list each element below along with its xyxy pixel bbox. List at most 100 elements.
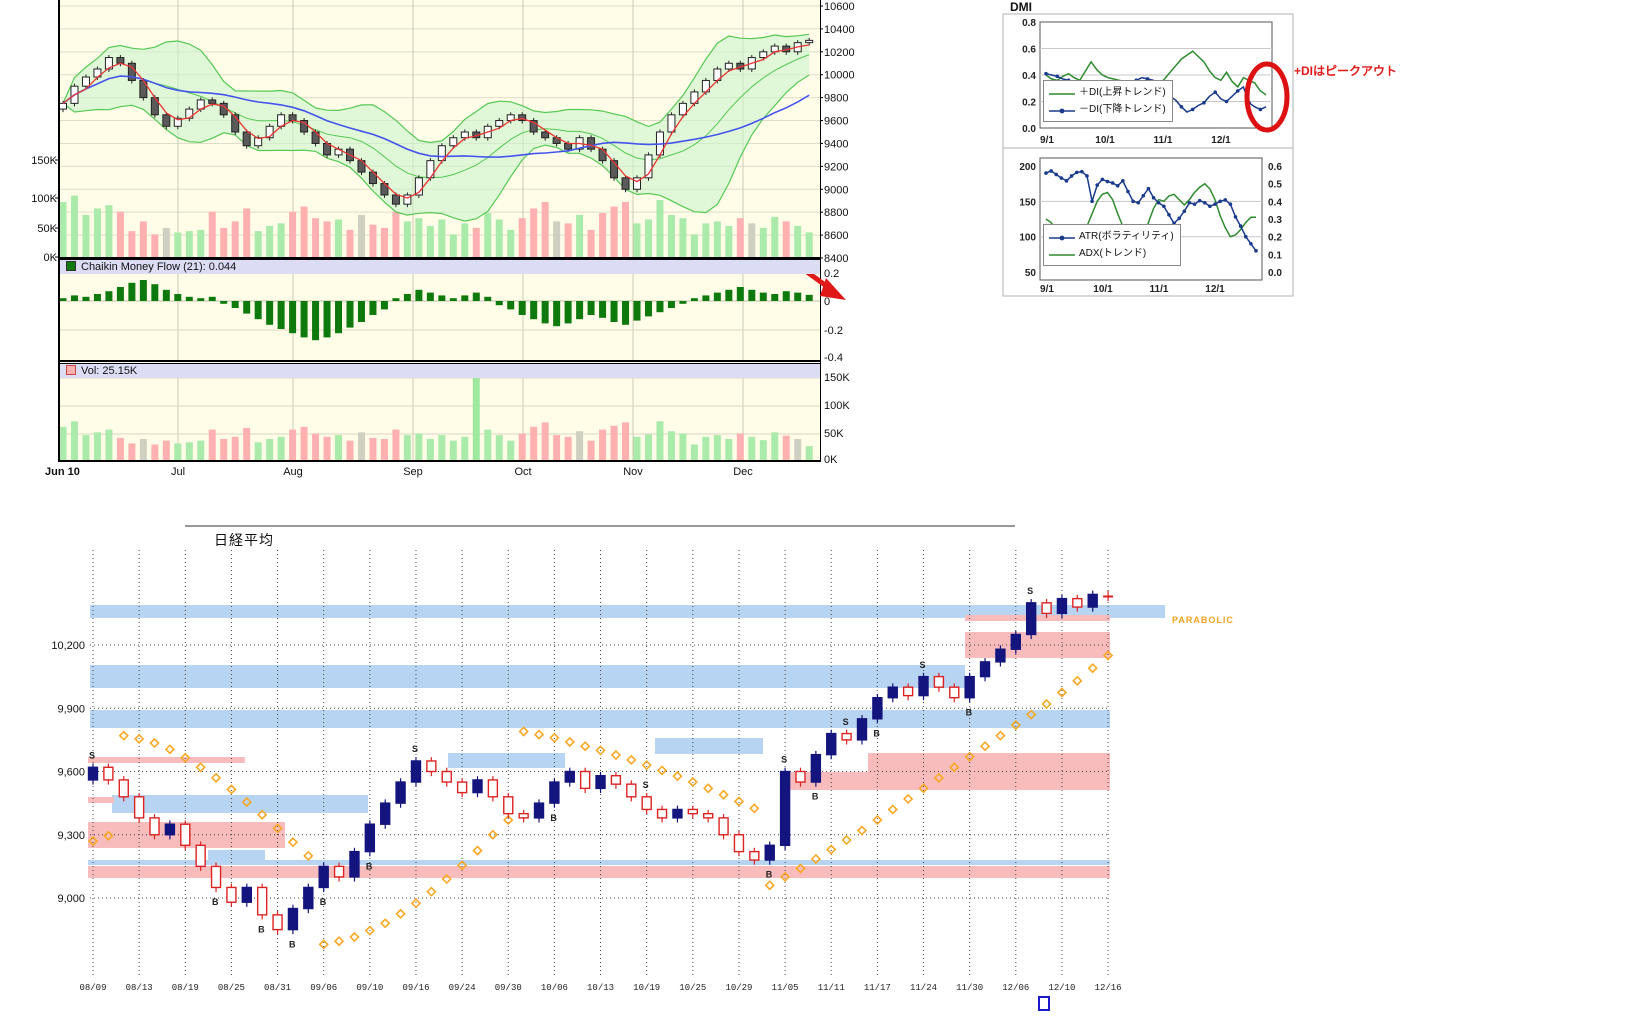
adx-legend-label: ADX(トレンド) [1079,248,1147,259]
svg-text:12/1: 12/1 [1211,135,1231,146]
dmi-legend: ＋DI(上昇トレンド) －DI(下降トレンド) [1043,80,1173,122]
svg-text:B: B [366,861,373,871]
svg-text:11/1: 11/1 [1154,135,1173,146]
svg-text:0.8: 0.8 [1022,18,1036,29]
svg-text:0.6: 0.6 [1268,162,1282,173]
svg-text:12/10: 12/10 [1048,983,1075,993]
svg-text:12/16: 12/16 [1095,983,1122,993]
dmi-title: DMI [1010,0,1032,14]
svg-text:Dec: Dec [733,466,753,478]
svg-text:08/13: 08/13 [126,983,153,993]
minus-di-line-icon [1049,108,1075,114]
svg-text:10/1: 10/1 [1093,284,1113,295]
moving-averages [62,44,810,199]
dmi-chart-svg: 0.8 0.6 0.4 0.2 0.0 9/1 10/1 11/1 12/1 200 150 100 5… [1002,13,1294,297]
svg-text:B: B [873,728,880,738]
svg-text:09/24: 09/24 [449,983,476,993]
svg-text:50K: 50K [37,223,57,235]
svg-text:B: B [766,870,773,880]
svg-text:0.2: 0.2 [824,268,839,280]
svg-text:10/19: 10/19 [633,983,660,993]
support-resistance-bands [88,605,1165,878]
svg-text:50: 50 [1025,268,1037,279]
svg-text:150: 150 [1019,197,1036,208]
svg-text:-0.2: -0.2 [824,325,843,337]
cmf-legend-swatch-icon [66,261,76,271]
svg-text:11/17: 11/17 [864,983,891,993]
peakout-annotation: +DIはピークアウト [1294,64,1398,78]
svg-text:B: B [966,707,973,717]
svg-text:0.5: 0.5 [1268,180,1282,191]
plus-di-line-icon [1049,93,1075,95]
svg-text:0.6: 0.6 [1022,45,1036,56]
svg-text:150K: 150K [824,372,850,384]
minus-di-legend-label: －DI(下降トレンド) [1079,104,1166,115]
parabolic-sar-dots [87,650,1114,950]
adx-legend-item: ADX(トレンド) [1049,245,1174,262]
plus-di-legend-item: ＋DI(上昇トレンド) [1049,84,1166,101]
svg-text:Nov: Nov [623,466,643,478]
svg-text:09/30: 09/30 [495,983,522,993]
svg-text:Jun 10: Jun 10 [45,466,80,478]
svg-text:10/1: 10/1 [1095,135,1115,146]
svg-text:9/1: 9/1 [1040,284,1054,295]
svg-text:S: S [643,780,649,790]
svg-text:10/13: 10/13 [587,983,614,993]
svg-text:9,600: 9,600 [57,767,85,779]
svg-text:0.0: 0.0 [1268,268,1282,279]
vol-header-label: Vol: 25.15K [81,365,138,377]
svg-text:S: S [781,755,787,765]
svg-text:200: 200 [1019,162,1036,173]
atr-legend-item: ATR(ボラティリティ) [1049,228,1174,245]
svg-text:150K: 150K [31,155,57,167]
svg-text:0: 0 [824,296,830,308]
svg-text:B: B [320,897,327,907]
svg-text:Aug: Aug [283,466,303,478]
svg-text:B: B [212,897,219,907]
svg-text:Oct: Oct [514,466,531,478]
divider-line [185,525,1015,527]
svg-text:Sep: Sep [403,466,423,478]
nikkei-chart-svg: 10,200 9,900 9,600 9,300 9,000 08/09 08/13 08/1… [51,550,1165,993]
svg-text:0.0: 0.0 [1022,124,1036,135]
svg-text:10400: 10400 [824,24,855,36]
svg-text:09/10: 09/10 [356,983,383,993]
atr-legend-label: ATR(ボラティリティ) [1079,231,1174,242]
buy-sell-markers: S B B B B B S B S B S B S B S B S [89,586,1033,949]
axis-labels: 10600 10400 10200 10000 9800 9600 9400 9200 9000… [31,1,854,478]
vol-legend-swatch-icon [66,365,76,375]
vol-pane-bars [59,377,813,460]
svg-text:08/09: 08/09 [79,983,106,993]
cmf-bars [59,280,813,341]
adx-line-icon [1049,254,1075,256]
svg-text:0.4: 0.4 [1268,197,1282,208]
atr-legend: ATR(ボラティリティ) ADX(トレンド) [1043,224,1181,266]
svg-text:9,000: 9,000 [57,893,85,905]
svg-text:12/1: 12/1 [1205,284,1225,295]
svg-text:0K: 0K [44,252,58,264]
svg-text:B: B [812,792,819,802]
svg-text:10/25: 10/25 [679,983,706,993]
plus-di-legend-label: ＋DI(上昇トレンド) [1079,87,1166,98]
nikkei-title: 日経平均 [214,532,274,548]
minus-di-legend-item: －DI(下降トレンド) [1049,101,1166,118]
svg-text:08/31: 08/31 [264,983,291,993]
svg-text:08/19: 08/19 [172,983,199,993]
svg-text:9/1: 9/1 [1040,135,1054,146]
parabolic-label: PARABOLIC [1172,615,1234,625]
price-pane-volume-bars [59,195,813,257]
pane-borders [58,0,821,462]
svg-text:-0.4: -0.4 [824,352,843,364]
svg-text:8600: 8600 [824,230,848,242]
svg-text:0.2: 0.2 [1268,233,1282,244]
svg-text:S: S [89,750,95,760]
svg-text:S: S [843,717,849,727]
peakout-circle [1244,61,1290,133]
svg-text:10000: 10000 [824,70,855,82]
svg-text:9400: 9400 [824,138,848,150]
svg-text:10600: 10600 [824,1,855,13]
svg-text:B: B [550,813,557,823]
atr-line-icon [1049,235,1075,241]
svg-text:9800: 9800 [824,93,848,105]
